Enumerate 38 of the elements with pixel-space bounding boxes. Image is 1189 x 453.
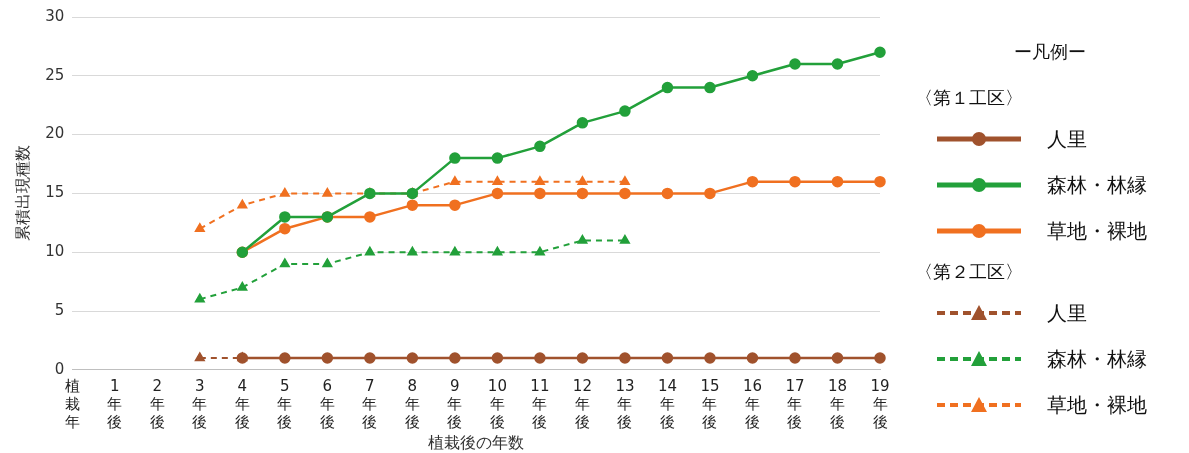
y-tick-label: 25: [45, 65, 65, 84]
x-tick-label: 15年後: [700, 376, 720, 431]
x-tick-label: 13年後: [615, 376, 635, 431]
y-tick-label: 0: [54, 359, 65, 378]
x-tick-label: 2年後: [149, 376, 165, 431]
legend-label: 森林・林縁: [1047, 345, 1147, 373]
x-axis-title: 植栽後の年数: [428, 432, 525, 452]
y-axis-title: 累積出現種数: [12, 145, 32, 242]
y-tick-label: 20: [45, 124, 65, 143]
x-tick-label: 11年後: [530, 376, 550, 431]
legend-title: ー凡例ー: [1013, 40, 1087, 64]
x-tick-label: 1年後: [107, 376, 123, 431]
legend-label: 人里: [1047, 125, 1087, 153]
x-tick-label: 12年後: [572, 376, 592, 431]
legend-label: 人里: [1047, 299, 1087, 327]
text: 〈第１工区〉: [915, 86, 1024, 110]
legend-label: 森林・林縁: [1047, 171, 1147, 199]
text: 〈第２工区〉: [915, 260, 1024, 284]
x-tick-label: 植栽年: [64, 376, 80, 431]
x-tick-label: 7年後: [362, 376, 378, 431]
legend-label: 草地・裸地: [1047, 391, 1147, 419]
x-tick-label: 16年後: [742, 376, 763, 431]
y-tick-label: 15: [45, 183, 65, 202]
x-tick-label: 3年後: [192, 376, 208, 431]
x-tick-label: 18年後: [827, 376, 848, 431]
x-tick-label: 17年後: [785, 376, 805, 431]
x-tick-label: 10年後: [487, 376, 507, 431]
y-tick-label: 5: [54, 300, 65, 319]
x-tick-label: 9年後: [447, 376, 463, 431]
x-tick-label: 19年後: [870, 376, 890, 431]
y-tick-label: 30: [45, 6, 65, 25]
x-tick-label: 8年後: [404, 376, 420, 431]
x-tick-label: 4年後: [234, 376, 250, 431]
x-tick-label: 6年後: [319, 376, 335, 431]
x-tick-label: 14年後: [657, 376, 677, 431]
legend-label: 草地・裸地: [1047, 217, 1147, 245]
x-tick-label: 5年後: [277, 376, 293, 431]
y-tick-label: 10: [45, 242, 65, 261]
